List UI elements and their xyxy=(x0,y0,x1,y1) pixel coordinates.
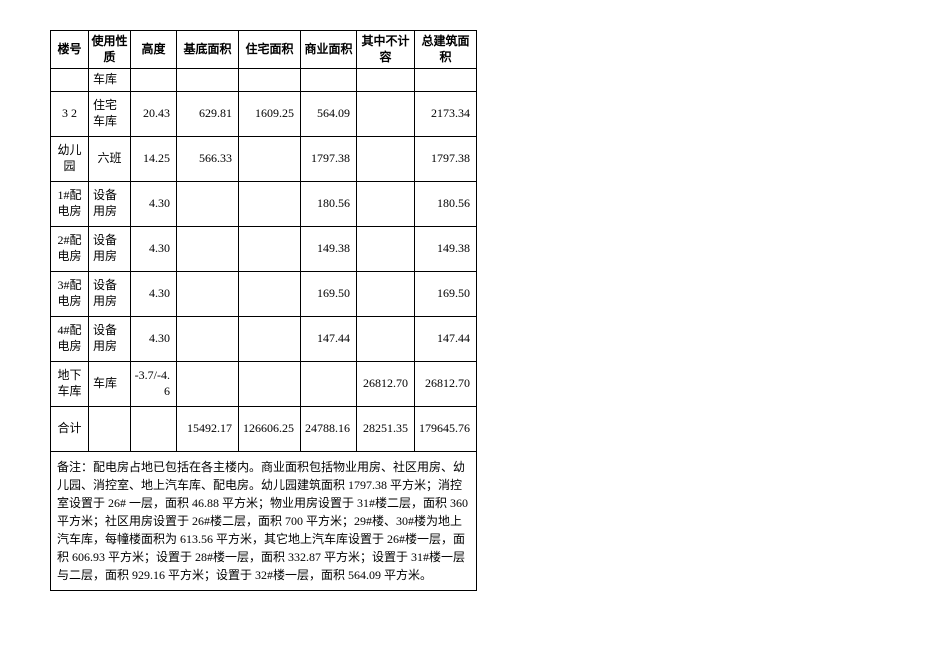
cell-total-area xyxy=(415,69,477,92)
cell-building-no xyxy=(51,69,89,92)
cell-comm-area: 169.50 xyxy=(301,271,357,316)
cell-base-area xyxy=(177,226,239,271)
cell-comm-area: 24788.16 xyxy=(301,406,357,451)
cell-height: 20.43 xyxy=(131,91,177,136)
cell-height: 4.30 xyxy=(131,316,177,361)
cell-noncount xyxy=(357,91,415,136)
cell-building-no: 合计 xyxy=(51,406,89,451)
cell-base-area: 629.81 xyxy=(177,91,239,136)
cell-height: 4.30 xyxy=(131,226,177,271)
cell-height: 4.30 xyxy=(131,271,177,316)
cell-noncount: 26812.70 xyxy=(357,361,415,406)
cell-base-area: 566.33 xyxy=(177,136,239,181)
cell-height: 14.25 xyxy=(131,136,177,181)
notes-row: 备注：配电房占地已包括在各主楼内。商业面积包括物业用房、社区用房、幼儿园、消控室… xyxy=(51,451,477,590)
cell-noncount xyxy=(357,226,415,271)
cell-total-area: 26812.70 xyxy=(415,361,477,406)
cell-building-no: 1#配电房 xyxy=(51,181,89,226)
header-height: 高度 xyxy=(131,31,177,69)
cell-usage: 设备用房 xyxy=(89,271,131,316)
cell-noncount xyxy=(357,271,415,316)
header-resid-area: 住宅面积 xyxy=(239,31,301,69)
cell-base-area xyxy=(177,69,239,92)
cell-usage: 车库 xyxy=(89,69,131,92)
cell-building-no: 3#配电房 xyxy=(51,271,89,316)
cell-total-area: 149.38 xyxy=(415,226,477,271)
cell-base-area xyxy=(177,316,239,361)
cell-noncount xyxy=(357,69,415,92)
cell-building-no: 4#配电房 xyxy=(51,316,89,361)
cell-height: 4.30 xyxy=(131,181,177,226)
cell-base-area xyxy=(177,181,239,226)
cell-total-area: 147.44 xyxy=(415,316,477,361)
cell-usage: 设备用房 xyxy=(89,226,131,271)
cell-building-no: 3 2 xyxy=(51,91,89,136)
cell-base-area xyxy=(177,361,239,406)
cell-noncount xyxy=(357,136,415,181)
header-building-no: 楼号 xyxy=(51,31,89,69)
cell-comm-area: 180.56 xyxy=(301,181,357,226)
header-noncount: 其中不计容 xyxy=(357,31,415,69)
cell-resid-area: 1609.25 xyxy=(239,91,301,136)
cell-comm-area: 149.38 xyxy=(301,226,357,271)
building-area-table: 楼号 使用性质 高度 基底面积 住宅面积 商业面积 其中不计容 总建筑面积 车库… xyxy=(50,30,477,591)
cell-resid-area xyxy=(239,271,301,316)
cell-usage: 设备用房 xyxy=(89,316,131,361)
cell-total-area: 2173.34 xyxy=(415,91,477,136)
cell-usage: 住宅车库 xyxy=(89,91,131,136)
cell-usage xyxy=(89,406,131,451)
header-base-area: 基底面积 xyxy=(177,31,239,69)
table-row: 幼儿园 六班 14.25 566.33 1797.38 1797.38 xyxy=(51,136,477,181)
cell-noncount: 28251.35 xyxy=(357,406,415,451)
cell-base-area: 15492.17 xyxy=(177,406,239,451)
cell-resid-area xyxy=(239,226,301,271)
cell-comm-area: 1797.38 xyxy=(301,136,357,181)
cell-usage: 车库 xyxy=(89,361,131,406)
cell-building-no: 地下车库 xyxy=(51,361,89,406)
cell-height xyxy=(131,406,177,451)
cell-height xyxy=(131,69,177,92)
header-total-area: 总建筑面积 xyxy=(415,31,477,69)
cell-height: -3.7/-4.6 xyxy=(131,361,177,406)
table-row: 2#配电房 设备用房 4.30 149.38 149.38 xyxy=(51,226,477,271)
notes-cell: 备注：配电房占地已包括在各主楼内。商业面积包括物业用房、社区用房、幼儿园、消控室… xyxy=(51,451,477,590)
cell-base-area xyxy=(177,271,239,316)
cell-comm-area: 147.44 xyxy=(301,316,357,361)
header-comm-area: 商业面积 xyxy=(301,31,357,69)
cell-resid-area xyxy=(239,136,301,181)
cell-resid-area: 126606.25 xyxy=(239,406,301,451)
cell-total-area: 169.50 xyxy=(415,271,477,316)
cell-building-no: 幼儿园 xyxy=(51,136,89,181)
cell-resid-area xyxy=(239,181,301,226)
table-row-total: 合计 15492.17 126606.25 24788.16 28251.35 … xyxy=(51,406,477,451)
cell-noncount xyxy=(357,181,415,226)
table-row: 车库 xyxy=(51,69,477,92)
table-row: 3 2 住宅车库 20.43 629.81 1609.25 564.09 217… xyxy=(51,91,477,136)
cell-resid-area xyxy=(239,316,301,361)
cell-resid-area xyxy=(239,361,301,406)
table-row: 4#配电房 设备用房 4.30 147.44 147.44 xyxy=(51,316,477,361)
cell-comm-area xyxy=(301,69,357,92)
header-usage: 使用性质 xyxy=(89,31,131,69)
cell-total-area: 180.56 xyxy=(415,181,477,226)
cell-usage: 六班 xyxy=(89,136,131,181)
cell-noncount xyxy=(357,316,415,361)
cell-comm-area xyxy=(301,361,357,406)
cell-usage: 设备用房 xyxy=(89,181,131,226)
cell-total-area: 1797.38 xyxy=(415,136,477,181)
header-row: 楼号 使用性质 高度 基底面积 住宅面积 商业面积 其中不计容 总建筑面积 xyxy=(51,31,477,69)
cell-comm-area: 564.09 xyxy=(301,91,357,136)
table-row: 3#配电房 设备用房 4.30 169.50 169.50 xyxy=(51,271,477,316)
table-row: 地下车库 车库 -3.7/-4.6 26812.70 26812.70 xyxy=(51,361,477,406)
cell-total-area: 179645.76 xyxy=(415,406,477,451)
cell-building-no: 2#配电房 xyxy=(51,226,89,271)
cell-resid-area xyxy=(239,69,301,92)
table-row: 1#配电房 设备用房 4.30 180.56 180.56 xyxy=(51,181,477,226)
